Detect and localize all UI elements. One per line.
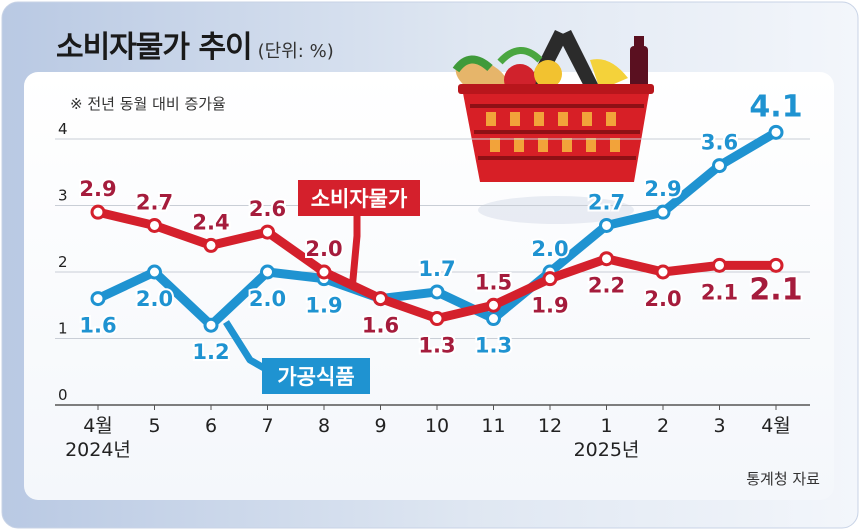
basket-icon [452, 30, 654, 224]
y-tick-label: 0 [58, 386, 68, 404]
x-tick-label: 2 [657, 415, 669, 437]
chart-note: ※ 전년 동월 대비 증가율 [70, 95, 226, 113]
processed-food-point [655, 204, 671, 220]
x-year-label: 2025년 [574, 439, 640, 461]
cpi-data-label: 2.0 [305, 237, 342, 261]
cpi-point [147, 217, 162, 233]
processed-food-data-label: 1.9 [305, 294, 342, 318]
cpi-name-box [298, 180, 420, 216]
processed-food-data-label: 2.0 [531, 237, 568, 261]
processed-food-data-label: 2.0 [249, 287, 286, 311]
cpi-data-label: 2.1 [701, 280, 738, 304]
x-tick-label: 8 [318, 415, 330, 437]
x-tick-label: 9 [374, 415, 386, 437]
cpi-data-label: 2.1 [749, 272, 802, 307]
cpi-point [712, 257, 727, 273]
cpi-point [90, 204, 106, 220]
y-tick-label: 1 [58, 320, 68, 338]
chart-title: 소비자물가 추이 (단위: %) [56, 22, 334, 66]
cpi-callout-line [348, 206, 361, 291]
cpi-point [316, 264, 332, 280]
cpi-point [260, 224, 275, 240]
x-tick-label: 6 [205, 415, 217, 437]
processed-food-data-label: 2.0 [136, 287, 173, 311]
x-tick-label: 4월 [83, 415, 113, 437]
cpi-data-label: 2.9 [79, 177, 116, 201]
y-tick-label: 3 [58, 187, 68, 205]
cpi-point [486, 297, 501, 313]
processed-food-point [260, 264, 275, 280]
processed-food-point [203, 317, 219, 333]
y-tick-label: 2 [58, 253, 68, 271]
processed-food-point [599, 217, 614, 233]
cpi-point [542, 271, 558, 287]
processed-food-data-label: 1.6 [79, 314, 116, 338]
processed-food-data-label: 2.7 [588, 190, 625, 214]
cpi-point [599, 251, 614, 267]
cpi-data-label: 2.4 [192, 210, 229, 234]
x-tick-label: 11 [481, 415, 505, 437]
x-tick-label: 1 [600, 415, 612, 437]
processed-food-point [90, 291, 106, 307]
x-tick-label: 3 [713, 415, 725, 437]
cpi-data-label: 2.7 [136, 190, 173, 214]
processed-food-point [486, 311, 501, 327]
y-tick-label: 4 [58, 120, 68, 138]
unit-label: (단위: %) [257, 41, 334, 62]
cpi-point [429, 311, 445, 327]
source-note: 통계청 자료 [746, 470, 820, 488]
cpi-data-label: 1.3 [418, 334, 455, 358]
x-year-label: 2024년 [65, 439, 131, 461]
processed-food-data-label: 4.1 [749, 89, 802, 124]
x-tick-label: 10 [425, 415, 449, 437]
pf-callout-line [223, 320, 266, 372]
processed-food-point [147, 264, 162, 280]
processed-food-point [429, 284, 445, 300]
cpi-point [203, 237, 219, 253]
cpi-point [655, 264, 671, 280]
processed-food-data-label: 2.9 [644, 177, 681, 201]
x-tick-label: 5 [148, 415, 160, 437]
cpi-point [768, 257, 784, 273]
x-tick-label: 7 [261, 415, 273, 437]
processed-food-point [712, 158, 727, 174]
processed-food-series-name: 가공식품 [277, 365, 354, 389]
x-tick-label: 12 [538, 415, 562, 437]
processed-food-data-label: 1.7 [418, 257, 455, 281]
processed-food-data-label: 1.2 [192, 340, 229, 364]
cpi-data-label: 2.2 [588, 274, 625, 298]
processed-food-data-label: 1.3 [475, 334, 512, 358]
cpi-data-label: 1.5 [475, 270, 512, 294]
processed-food-point [768, 124, 784, 140]
title-text: 소비자물가 추이 [56, 30, 253, 65]
cpi-data-label: 2.6 [249, 197, 286, 221]
cpi-point [373, 291, 388, 307]
processed-food-data-label: 3.6 [701, 131, 738, 155]
pf-name-box [262, 358, 370, 394]
cpi-data-label: 1.6 [362, 314, 399, 338]
x-tick-label: 4월 [761, 415, 791, 437]
cpi-data-label: 2.0 [644, 287, 681, 311]
cpi-data-label: 1.9 [531, 294, 568, 318]
cpi-series-name: 소비자물가 [311, 187, 408, 211]
